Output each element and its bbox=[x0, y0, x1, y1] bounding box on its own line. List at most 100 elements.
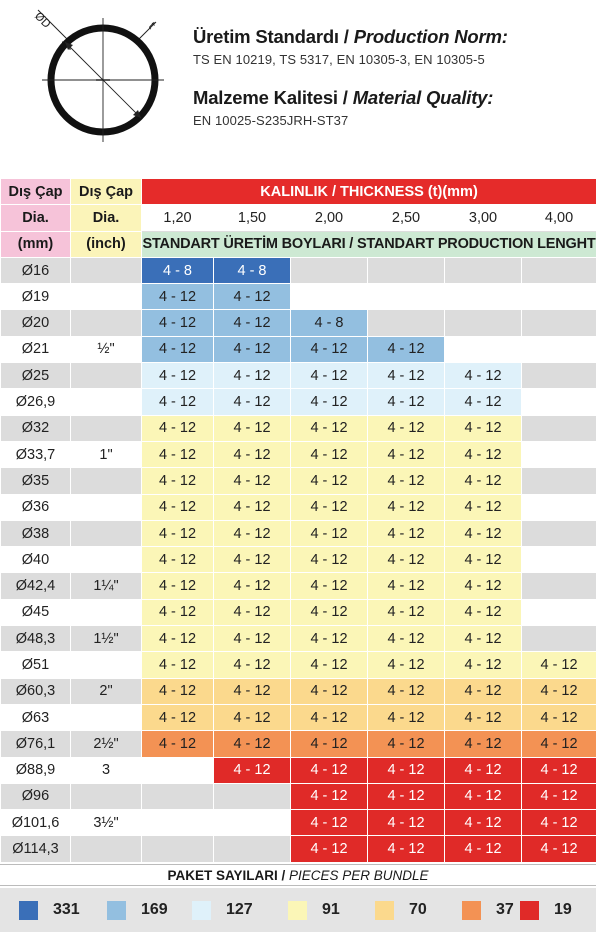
legend-swatch bbox=[288, 900, 307, 920]
row-diameter: Ø33,7 bbox=[0, 440, 71, 469]
row-inch: 3½" bbox=[70, 809, 142, 837]
length-cell bbox=[444, 283, 522, 311]
length-cell: 4 - 12 bbox=[141, 651, 214, 679]
length-cell: 4 - 12 bbox=[213, 572, 291, 600]
length-cell: 4 - 12 bbox=[520, 651, 596, 679]
table-row: Ø51 4 - 12 4 - 12 4 - 12 4 - 12 4 - 12 4 - 12 bbox=[0, 651, 596, 679]
length-cell: 4 - 12 bbox=[213, 703, 291, 732]
length-cell: 4 - 12 bbox=[367, 756, 445, 784]
row-diameter: Ø38 bbox=[0, 519, 71, 548]
length-cell: 4 - 12 bbox=[444, 730, 522, 758]
length-cell: 4 - 12 bbox=[367, 625, 445, 653]
row-diameter: Ø114,3 bbox=[0, 835, 71, 863]
row-diameter: Ø51 bbox=[0, 651, 71, 679]
length-cell bbox=[520, 414, 596, 442]
length-cell: 4 - 12 bbox=[213, 756, 291, 784]
length-cell: 4 - 12 bbox=[444, 677, 522, 705]
length-cell bbox=[520, 493, 596, 521]
length-cell: 4 - 12 bbox=[367, 703, 445, 732]
length-cell: 4 - 12 bbox=[367, 362, 445, 390]
legend-value: 37 bbox=[496, 901, 514, 918]
length-cell bbox=[520, 440, 596, 469]
length-cell: 4 - 12 bbox=[367, 493, 445, 521]
table-row: Ø33,7 1" 4 - 12 4 - 12 4 - 12 4 - 12 4 - 12 bbox=[0, 440, 596, 469]
table-row: Ø60,3 2" 4 - 12 4 - 12 4 - 12 4 - 12 4 - 12 4 -… bbox=[0, 677, 596, 705]
length-cell bbox=[520, 519, 596, 548]
length-cell: 4 - 12 bbox=[444, 703, 522, 732]
length-cell: 4 - 12 bbox=[213, 362, 291, 390]
length-cell: 4 - 8 bbox=[213, 256, 291, 285]
length-cell bbox=[141, 809, 214, 837]
row-inch: ½" bbox=[70, 335, 142, 364]
length-cell: 4 - 12 bbox=[213, 730, 291, 758]
length-cell bbox=[141, 835, 214, 863]
length-cell: 4 - 12 bbox=[141, 362, 214, 390]
length-cell: 4 - 12 bbox=[141, 598, 214, 627]
length-cell bbox=[367, 283, 445, 311]
length-cell: 4 - 12 bbox=[520, 782, 596, 811]
legend-item: 169 bbox=[107, 900, 168, 920]
length-cell: 4 - 12 bbox=[290, 835, 368, 863]
row-inch bbox=[70, 388, 142, 416]
table-row: Ø88,9 3 4 - 12 4 - 12 4 - 12 4 - 12 4 - 12 bbox=[0, 756, 596, 784]
length-cell: 4 - 12 bbox=[141, 388, 214, 416]
length-cell bbox=[520, 572, 596, 600]
table-row: Ø96 4 - 12 4 - 12 4 - 12 4 - 12 bbox=[0, 782, 596, 811]
table-row: Ø21 ½" 4 - 12 4 - 12 4 - 12 4 - 12 bbox=[0, 335, 596, 364]
row-inch bbox=[70, 493, 142, 521]
length-cell bbox=[444, 309, 522, 337]
production-norm-values: TS EN 10219, TS 5317, EN 10305-3, EN 103… bbox=[193, 52, 485, 67]
col-dia-mm-header-2: Dia. bbox=[0, 204, 71, 232]
length-cell: 4 - 12 bbox=[290, 703, 368, 732]
length-cell: 4 - 12 bbox=[444, 546, 522, 574]
col-dia-inch-header-1: Dış Çap bbox=[70, 177, 142, 206]
row-diameter: Ø40 bbox=[0, 546, 71, 574]
row-diameter: Ø48,3 bbox=[0, 625, 71, 653]
length-cell: 4 - 12 bbox=[141, 309, 214, 337]
thickness-value: 3,00 bbox=[444, 204, 522, 232]
legend-item: 127 bbox=[192, 900, 253, 920]
length-cell: 4 - 12 bbox=[520, 809, 596, 837]
lengths-header: STANDART ÜRETİM BOYLARI / STANDART PRODU… bbox=[140, 230, 596, 258]
legend-item: 19 bbox=[520, 900, 572, 920]
length-cell bbox=[213, 782, 291, 811]
info-block: Üretim Standardı / Production Norm: TS E… bbox=[193, 26, 593, 128]
pipe-cross-section-icon: ØD t bbox=[32, 10, 164, 142]
length-cell bbox=[520, 335, 596, 364]
length-cell: 4 - 12 bbox=[213, 519, 291, 548]
length-cell bbox=[444, 256, 522, 285]
row-inch bbox=[70, 546, 142, 574]
length-cell: 4 - 12 bbox=[290, 809, 368, 837]
row-inch bbox=[70, 309, 142, 337]
length-cell: 4 - 12 bbox=[444, 414, 522, 442]
col-dia-inch-header-2: Dia. bbox=[70, 204, 142, 232]
table-row: Ø42,4 1¼" 4 - 12 4 - 12 4 - 12 4 - 12 4 - 12 bbox=[0, 572, 596, 600]
length-cell: 4 - 12 bbox=[444, 782, 522, 811]
length-cell bbox=[141, 756, 214, 784]
length-cell: 4 - 12 bbox=[290, 546, 368, 574]
row-diameter: Ø88,9 bbox=[0, 756, 71, 784]
row-inch bbox=[70, 519, 142, 548]
length-cell bbox=[520, 625, 596, 653]
length-cell: 4 - 12 bbox=[141, 467, 214, 495]
legend-value: 70 bbox=[409, 901, 427, 918]
table-row: Ø25 4 - 12 4 - 12 4 - 12 4 - 12 4 - 12 bbox=[0, 362, 596, 390]
row-inch bbox=[70, 598, 142, 627]
row-inch bbox=[70, 651, 142, 679]
length-cell: 4 - 12 bbox=[367, 546, 445, 574]
row-diameter: Ø42,4 bbox=[0, 572, 71, 600]
row-inch bbox=[70, 703, 142, 732]
length-cell: 4 - 12 bbox=[290, 651, 368, 679]
legend-item: 37 bbox=[462, 900, 514, 920]
row-diameter: Ø19 bbox=[0, 283, 71, 311]
length-cell: 4 - 12 bbox=[367, 440, 445, 469]
length-cell bbox=[520, 598, 596, 627]
row-inch bbox=[70, 414, 142, 442]
length-cell bbox=[520, 362, 596, 390]
length-cell: 4 - 12 bbox=[141, 703, 214, 732]
length-cell: 4 - 12 bbox=[290, 782, 368, 811]
length-cell: 4 - 12 bbox=[141, 493, 214, 521]
table-row: Ø76,1 2½" 4 - 12 4 - 12 4 - 12 4 - 12 4 - 12 4 … bbox=[0, 730, 596, 758]
length-cell: 4 - 12 bbox=[444, 598, 522, 627]
length-cell: 4 - 12 bbox=[213, 388, 291, 416]
